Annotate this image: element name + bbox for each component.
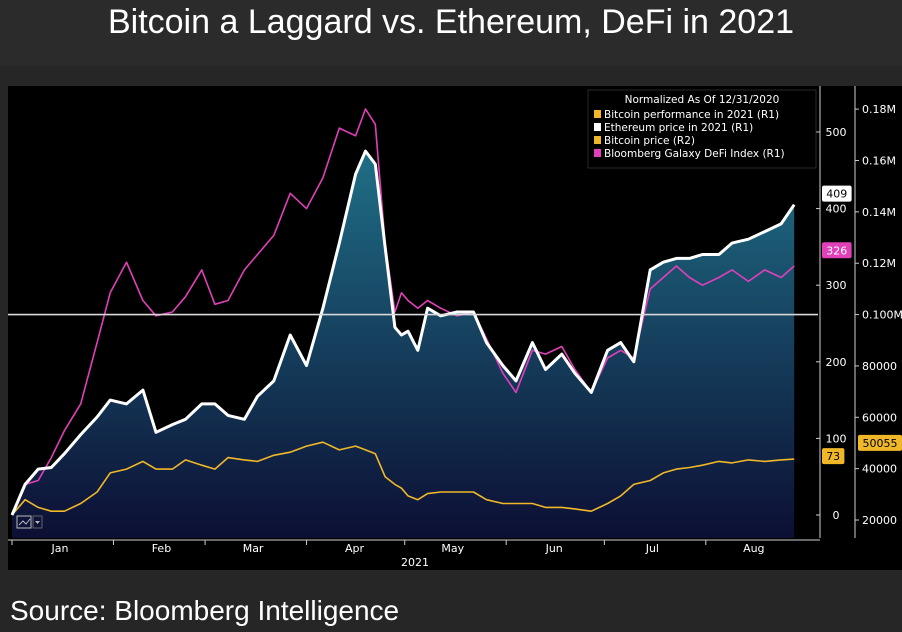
- legend-entry: Ethereum price in 2021 (R1): [604, 122, 753, 134]
- r1-tick-label: 500: [826, 126, 847, 139]
- r1-tick-label: 400: [826, 203, 847, 216]
- r2-tick-label: 80000: [862, 360, 897, 373]
- x-tick-label: Jun: [545, 542, 563, 555]
- r2-tick-label: 0.14M: [862, 206, 896, 219]
- ethereum-end-label-text: 409: [826, 188, 847, 201]
- chevron-down-icon-frame: [32, 515, 43, 529]
- r1-tick-label: 0: [833, 509, 840, 522]
- ethereum-end-label: 409: [822, 185, 852, 202]
- legend-swatch: [594, 149, 601, 157]
- bitcoin-end-label-text: 73: [826, 450, 840, 463]
- r2-tick-label: 0.18M: [862, 103, 896, 116]
- legend-swatch: [594, 110, 601, 118]
- bitcoin-end-label: 73: [822, 448, 845, 465]
- defi-end-label-box: [822, 242, 852, 259]
- chevron-down-icon[interactable]: [32, 515, 43, 529]
- legend-swatch: [594, 136, 601, 144]
- legend-swatch: [594, 123, 601, 131]
- r2-tick-label: 0.16M: [862, 154, 896, 167]
- x-tick-label: Mar: [243, 542, 264, 555]
- legend-entry: Bitcoin performance in 2021 (R1): [604, 109, 779, 121]
- chevron-down-icon-glyph: [35, 521, 40, 524]
- legend-entry: Bitcoin price (R2): [604, 135, 695, 147]
- r1-tick-label: 300: [826, 279, 847, 292]
- r2-tick-label: 0.100M: [862, 309, 902, 322]
- r2-tick-label: 40000: [862, 463, 897, 476]
- x-tick-label: Aug: [743, 542, 764, 555]
- defi-end-label-text: 326: [826, 244, 847, 257]
- r2-tick-label: 0.12M: [862, 257, 896, 270]
- legend-header: Normalized As Of 12/31/2020: [625, 94, 780, 106]
- bitcoin-end-label-box: [822, 448, 845, 465]
- bitcoin-price-end-label-box: [858, 434, 902, 451]
- x-tick-label: Apr: [345, 542, 365, 555]
- x-tick-label: Feb: [152, 542, 171, 555]
- bitcoin-price-end-label: 50055: [858, 434, 902, 451]
- ethereum-area: [12, 151, 795, 538]
- legend-box: [587, 89, 817, 169]
- x-tick-label: Jan: [51, 542, 69, 555]
- x-year-label: 2021: [401, 556, 429, 569]
- chart-type-icon[interactable]: [16, 515, 32, 529]
- chart-title: Bitcoin a Laggard vs. Ethereum, DeFi in …: [0, 0, 902, 66]
- bitcoin-price-end-label-text: 50055: [863, 437, 898, 450]
- legend-entry: Bloomberg Galaxy DeFi Index (R1): [604, 148, 785, 160]
- x-tick-label: May: [441, 542, 464, 555]
- ethereum-end-label-box: [822, 185, 852, 202]
- defi-end-label: 326: [822, 242, 852, 259]
- r1-tick-label: 100: [826, 432, 847, 445]
- chart-type-icon-frame: [16, 515, 32, 529]
- source-note: Source: Bloomberg Intelligence: [10, 595, 400, 626]
- r1-tick-label: 200: [826, 356, 847, 369]
- chart-type-icon-glyph: [18, 518, 31, 526]
- r2-tick-label: 60000: [862, 411, 897, 424]
- x-tick-label: Jul: [645, 542, 659, 555]
- r2-tick-label: 20000: [862, 514, 897, 527]
